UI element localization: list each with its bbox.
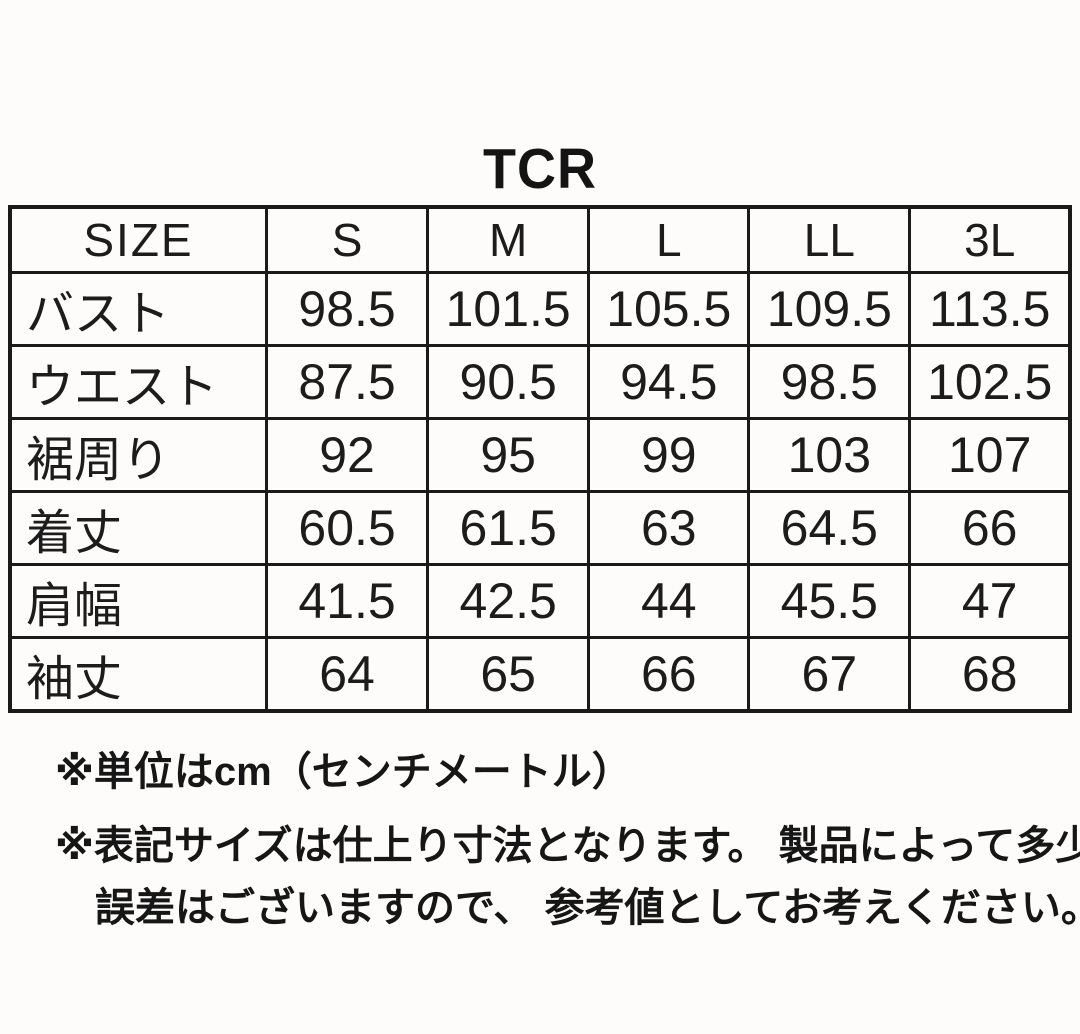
size-value-cell: 45.5 [747,563,912,639]
size-value-cell: 105.5 [587,271,751,347]
row-label-waist: ウエスト [8,344,269,420]
size-value-cell: 64.5 [747,490,912,566]
size-value-cell: 66 [908,490,1072,566]
size-chart-table: SIZE S M L LL 3L バスト 98.5 101.5 105.5 10… [8,205,1072,713]
size-value-cell: 47 [908,563,1072,639]
column-header-size: SIZE [8,205,269,274]
size-value-cell: 60.5 [265,490,430,566]
row-label-sleeve: 袖丈 [8,636,269,713]
size-value-cell: 61.5 [426,490,591,566]
size-value-cell: 44 [587,563,751,639]
column-header-3l: 3L [908,205,1072,274]
size-value-cell: 94.5 [587,344,751,420]
footnotes: ※単位はcm（センチメートル） ※表記サイズは仕上り寸法となります。 製品によっ… [0,752,1080,962]
table-row-hem: 裾周り 92 95 99 103 107 [8,417,1072,493]
size-value-cell: 65 [426,636,591,713]
size-value-cell: 66 [587,636,751,713]
size-value-cell: 102.5 [908,344,1072,420]
size-value-cell: 109.5 [747,271,912,347]
row-label-shoulder: 肩幅 [8,563,269,639]
note-disclaimer-line1: ※表記サイズは仕上り寸法となります。 製品によって多少の [55,824,1080,868]
size-value-cell: 98.5 [265,271,430,347]
size-value-cell: 95 [426,417,591,493]
size-value-cell: 67 [747,636,912,713]
column-header-l: L [587,205,751,274]
size-value-cell: 107 [908,417,1072,493]
row-label-length: 着丈 [8,490,269,566]
table-row-waist: ウエスト 87.5 90.5 94.5 98.5 102.5 [8,344,1072,420]
size-value-cell: 98.5 [747,344,912,420]
table-row-shoulder: 肩幅 41.5 42.5 44 45.5 47 [8,563,1072,639]
size-value-cell: 63 [587,490,751,566]
size-value-cell: 101.5 [426,271,591,347]
note-disclaimer-line2: 誤差はございますので、 参考値としてお考えください。 [95,886,1080,930]
table-row-sleeve: 袖丈 64 65 66 67 68 [8,636,1072,713]
table-row-bust: バスト 98.5 101.5 105.5 109.5 113.5 [8,271,1072,347]
size-value-cell: 68 [908,636,1072,713]
column-header-ll: LL [747,205,912,274]
row-label-hem: 裾周り [8,417,269,493]
size-value-cell: 64 [265,636,430,713]
size-value-cell: 41.5 [265,563,430,639]
column-header-m: M [426,205,591,274]
row-label-bust: バスト [8,271,269,347]
note-unit: ※単位はcm（センチメートル） [55,750,632,794]
table-row-length: 着丈 60.5 61.5 63 64.5 66 [8,490,1072,566]
size-value-cell: 99 [587,417,751,493]
size-value-cell: 113.5 [908,271,1072,347]
column-header-s: S [265,205,430,274]
page-title: TCR [483,137,597,201]
size-value-cell: 90.5 [426,344,591,420]
size-value-cell: 92 [265,417,430,493]
size-value-cell: 103 [747,417,912,493]
size-value-cell: 42.5 [426,563,591,639]
table-header-row: SIZE S M L LL 3L [8,205,1072,274]
size-value-cell: 87.5 [265,344,430,420]
